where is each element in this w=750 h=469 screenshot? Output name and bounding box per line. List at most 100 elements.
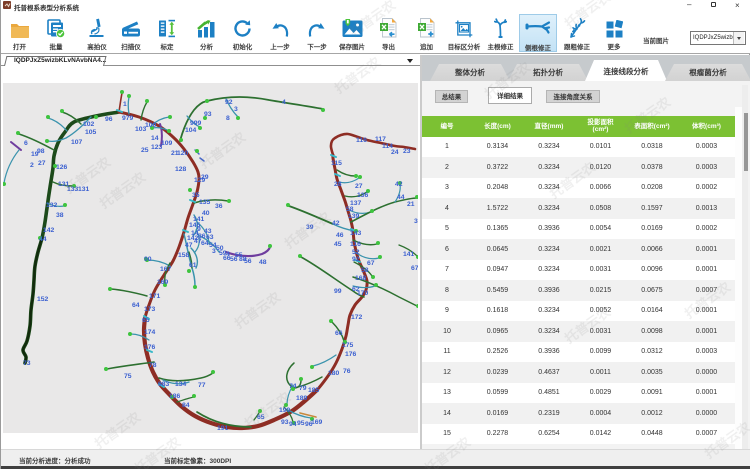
svg-text:186: 186 — [169, 393, 181, 400]
svg-text:38: 38 — [56, 212, 64, 219]
svg-text:46: 46 — [336, 232, 344, 239]
svg-text:2: 2 — [30, 162, 34, 169]
svg-text:73: 73 — [23, 360, 31, 367]
svg-text:24: 24 — [391, 149, 399, 156]
svg-text:36: 36 — [215, 203, 223, 210]
svg-text:78: 78 — [149, 362, 157, 369]
svg-text:50: 50 — [216, 245, 224, 252]
svg-text:145: 145 — [189, 222, 201, 229]
svg-text:39: 39 — [306, 224, 314, 231]
svg-text:56: 56 — [230, 256, 238, 263]
svg-text:135: 135 — [199, 199, 211, 206]
svg-text:33: 33 — [414, 218, 418, 225]
svg-text:3: 3 — [234, 106, 238, 113]
svg-text:21: 21 — [171, 150, 179, 157]
svg-text:65: 65 — [142, 317, 150, 324]
svg-text:29: 29 — [201, 174, 209, 181]
svg-text:28: 28 — [334, 181, 342, 188]
svg-text:93: 93 — [281, 419, 289, 426]
svg-text:174: 174 — [144, 329, 156, 336]
svg-text:42: 42 — [395, 181, 403, 188]
svg-text:99: 99 — [334, 288, 342, 295]
svg-text:92: 92 — [352, 256, 360, 263]
svg-text:25: 25 — [141, 147, 149, 154]
svg-text:64: 64 — [201, 240, 209, 247]
svg-text:173: 173 — [144, 306, 156, 313]
svg-text:52: 52 — [352, 249, 360, 256]
svg-text:983: 983 — [158, 381, 170, 388]
svg-text:115: 115 — [331, 160, 342, 167]
svg-text:59: 59 — [219, 250, 227, 257]
svg-text:45: 45 — [334, 241, 342, 248]
svg-text:141: 141 — [193, 216, 205, 223]
svg-text:35: 35 — [192, 192, 200, 199]
svg-text:58: 58 — [361, 267, 369, 274]
svg-text:76: 76 — [343, 368, 351, 375]
svg-text:6: 6 — [24, 140, 28, 147]
svg-text:3: 3 — [212, 248, 216, 255]
svg-text:47: 47 — [194, 238, 202, 245]
svg-text:169: 169 — [311, 419, 323, 426]
svg-text:64: 64 — [132, 302, 140, 309]
svg-text:98: 98 — [37, 148, 45, 155]
svg-text:137: 137 — [350, 200, 362, 207]
svg-text:27: 27 — [38, 160, 46, 167]
svg-text:56: 56 — [244, 258, 252, 265]
svg-text:96: 96 — [105, 116, 113, 123]
svg-text:86: 86 — [198, 233, 206, 240]
svg-text:14: 14 — [191, 230, 199, 237]
svg-text:107: 107 — [71, 139, 83, 146]
svg-text:158: 158 — [178, 252, 190, 259]
svg-text:100: 100 — [145, 122, 157, 129]
svg-text:123: 123 — [151, 144, 163, 151]
svg-text:66: 66 — [223, 255, 231, 262]
svg-text:999: 999 — [190, 120, 202, 127]
svg-text:90: 90 — [144, 256, 152, 263]
svg-text:9: 9 — [197, 226, 201, 233]
svg-text:105: 105 — [85, 129, 97, 136]
svg-text:117: 117 — [375, 136, 386, 143]
svg-text:185: 185 — [308, 387, 320, 394]
svg-text:129: 129 — [194, 177, 206, 184]
svg-text:142: 142 — [43, 227, 55, 234]
svg-text:190: 190 — [279, 407, 291, 414]
svg-text:131: 131 — [78, 186, 90, 193]
svg-text:96: 96 — [305, 421, 313, 428]
svg-text:92: 92 — [225, 99, 233, 106]
svg-text:189: 189 — [296, 395, 308, 402]
svg-text:67: 67 — [367, 260, 375, 267]
svg-text:74: 74 — [289, 383, 297, 390]
svg-text:27: 27 — [355, 183, 363, 190]
svg-text:141: 141 — [403, 251, 415, 258]
svg-text:77: 77 — [198, 382, 206, 389]
svg-text:180: 180 — [328, 370, 340, 377]
svg-text:979: 979 — [122, 115, 134, 122]
svg-text:63: 63 — [206, 234, 214, 241]
svg-text:84: 84 — [182, 402, 190, 409]
svg-text:102: 102 — [83, 121, 95, 128]
svg-text:169: 169 — [157, 279, 169, 286]
svg-text:176: 176 — [345, 351, 357, 358]
svg-text:8: 8 — [226, 115, 230, 122]
svg-text:139: 139 — [348, 213, 360, 220]
svg-text:75: 75 — [124, 373, 132, 380]
svg-text:171: 171 — [149, 293, 161, 300]
svg-text:44: 44 — [39, 236, 47, 243]
svg-text:131: 131 — [58, 181, 70, 188]
svg-text:94: 94 — [289, 421, 297, 428]
svg-text:104: 104 — [185, 127, 197, 134]
svg-text:120: 120 — [177, 150, 189, 157]
svg-text:93: 93 — [204, 111, 212, 118]
svg-text:1: 1 — [123, 101, 127, 108]
svg-text:142: 142 — [187, 235, 199, 242]
svg-text:133: 133 — [67, 186, 79, 193]
svg-text:66: 66 — [335, 330, 343, 337]
svg-text:43: 43 — [204, 228, 212, 235]
svg-text:114: 114 — [382, 143, 393, 150]
svg-text:109: 109 — [161, 140, 173, 147]
svg-text:42: 42 — [332, 220, 340, 227]
svg-text:134: 134 — [175, 381, 187, 388]
svg-text:14: 14 — [151, 135, 159, 142]
svg-text:19: 19 — [31, 151, 39, 158]
svg-text:65: 65 — [257, 414, 265, 421]
